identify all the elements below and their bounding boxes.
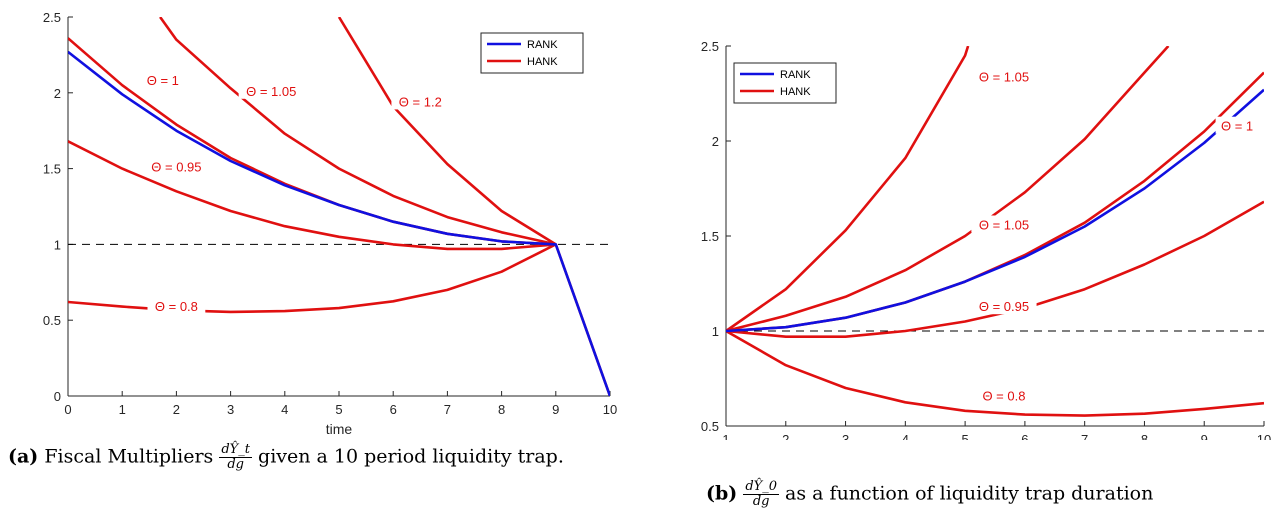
chart-b-x-tick-label: 9 <box>1201 432 1208 440</box>
chart-a-annotation: Θ = 1 <box>147 73 179 88</box>
chart-b-annotation-bg <box>975 386 1033 404</box>
caption-b-label: (b) <box>706 482 738 505</box>
chart-b-x-tick-label: 7 <box>1081 432 1088 440</box>
chart-a-x-tick-label: 9 <box>552 402 559 417</box>
chart-b-x-tick-label: 6 <box>1021 432 1028 440</box>
chart-a-annotation: Θ = 1.2 <box>399 94 442 109</box>
chart-a-series-hank-1.2 <box>337 17 557 246</box>
chart-b-annotation: Θ = 1.05 <box>979 69 1029 84</box>
chart-a-legend-label-rank: RANK <box>527 39 558 51</box>
chart-b-annotation-bg <box>971 297 1037 315</box>
chart-a-x-axis-label: time <box>326 421 353 437</box>
chart-a-legend-box <box>480 32 584 74</box>
chart-b-x-tick-label: 1 <box>722 432 729 440</box>
caption-a: (a) Fiscal Multipliers dŶ_t dg given a 10… <box>8 443 668 472</box>
chart-a-x-tick-label: 8 <box>498 402 505 417</box>
chart-b-y-tick-label: 0.5 <box>701 419 719 434</box>
chart-b-x-tick-label: 10 <box>1257 432 1271 440</box>
chart-a-legend: RANK HANK <box>480 32 584 74</box>
chart-b-annotation-bg <box>971 67 1037 85</box>
chart-b-x-tick-label: 4 <box>902 432 909 440</box>
chart-a-series-hank-0.95 <box>68 140 556 251</box>
chart-a-y-tick-label: 2 <box>54 86 61 101</box>
chart-b-legend: RANK HANK <box>733 62 837 104</box>
chart-b-annotation: Θ = 1 <box>1221 119 1253 134</box>
chart-b-series-hank-1 <box>726 71 1264 333</box>
chart-b-x-tick-label: 2 <box>782 432 789 440</box>
chart-b-series-hank-0.8 <box>726 329 1264 417</box>
chart-a-annotation-bg <box>238 81 304 99</box>
chart-a-x-tick-label: 6 <box>390 402 397 417</box>
chart-a-x-tick-label: 5 <box>335 402 342 417</box>
chart-a-annotation-bg <box>141 71 185 89</box>
chart-b-series-hank-1.05 <box>726 46 1170 333</box>
chart-a-annotation: Θ = 0.8 <box>155 299 198 314</box>
chart-b-annotation-bg <box>1215 116 1259 134</box>
chart-a-series-hank-0.8 <box>68 243 557 314</box>
chart-b-series-rank <box>726 88 1264 333</box>
caption-b-frac-num: dŶ_0 <box>743 479 779 495</box>
chart-b-series-hank-1.05 <box>726 46 970 333</box>
chart-b-legend-label-rank: RANK <box>780 69 811 81</box>
caption-a-fraction: dŶ_t dg <box>219 443 252 472</box>
chart-a-annotation-bg <box>143 157 209 175</box>
chart-b-series-group <box>726 46 1264 417</box>
caption-b: (b) dŶ_0 dg as a function of liquidity tr… <box>706 480 1276 509</box>
chart-a-series-hank-1.05 <box>159 17 557 246</box>
chart-b-y-tick-label: 2.5 <box>701 39 719 54</box>
chart-a-annotation-bg <box>391 92 450 110</box>
chart-a-x-tick-label: 4 <box>281 402 288 417</box>
chart-a-annotation: Θ = 0.95 <box>151 160 201 175</box>
chart-b-legend-label-hank: HANK <box>780 86 811 98</box>
chart-b-y-tick-label: 1 <box>712 324 719 339</box>
chart-a-y-tick-label: 0.5 <box>43 313 61 328</box>
chart-a-x-tick-label: 1 <box>119 402 126 417</box>
chart-b-annotation: Θ = 1.05 <box>979 218 1029 233</box>
chart-a-y-tick-label: 2.5 <box>43 10 61 25</box>
chart-a-x-tick-label: 2 <box>173 402 180 417</box>
chart-a-y-tick-label: 1.5 <box>43 162 61 177</box>
chart-a-legend-label-hank: HANK <box>527 56 558 68</box>
chart-a-y-tick-label: 0 <box>54 389 61 404</box>
chart-b-annotation: Θ = 0.95 <box>979 299 1029 314</box>
chart-b-legend-box <box>733 62 837 104</box>
chart-b-series-hank-0.95 <box>726 200 1264 339</box>
chart-b-x-tick-label: 8 <box>1141 432 1148 440</box>
chart-a-x-tick-label: 7 <box>444 402 451 417</box>
chart-b-annotation-bg <box>971 215 1037 233</box>
caption-a-frac-num: dŶ_t <box>219 442 252 458</box>
chart-a-x-tick-label: 10 <box>603 402 617 417</box>
caption-a-frac-den: dg <box>227 457 244 472</box>
chart-b-y-tick-label: 1.5 <box>701 229 719 244</box>
caption-b-fraction: dŶ_0 dg <box>743 480 779 509</box>
chart-b-y-tick-label: 2 <box>712 134 719 149</box>
chart-b-x-tick-label: 5 <box>961 432 968 440</box>
chart-b-annotation: Θ = 0.8 <box>982 389 1025 404</box>
chart-a-series-hank-1 <box>68 37 610 396</box>
caption-a-text-after: given a 10 period liquidity trap. <box>258 445 564 468</box>
chart-b-x-tick-label: 3 <box>842 432 849 440</box>
caption-a-label: (a) <box>8 445 39 468</box>
chart-a-annotation-bg <box>147 297 206 315</box>
caption-b-frac-den: dg <box>752 494 770 509</box>
chart-a-series-rank <box>68 50 610 396</box>
chart-a-x-tick-label: 0 <box>64 402 71 417</box>
chart-a-x-tick-label: 3 <box>227 402 234 417</box>
chart-a-annotation: Θ = 1.05 <box>246 84 296 99</box>
chart-a: 0 1 2 3 4 5 6 7 8 9 10 0 0.5 1 1.5 2 2.5 time Θ = 1 Θ = 1.0… <box>43 10 617 437</box>
caption-a-text: Fiscal Multipliers <box>44 445 214 468</box>
chart-a-y-tick-label: 1 <box>54 237 61 252</box>
caption-b-text-after: as a function of liquidity trap duration <box>785 482 1154 505</box>
